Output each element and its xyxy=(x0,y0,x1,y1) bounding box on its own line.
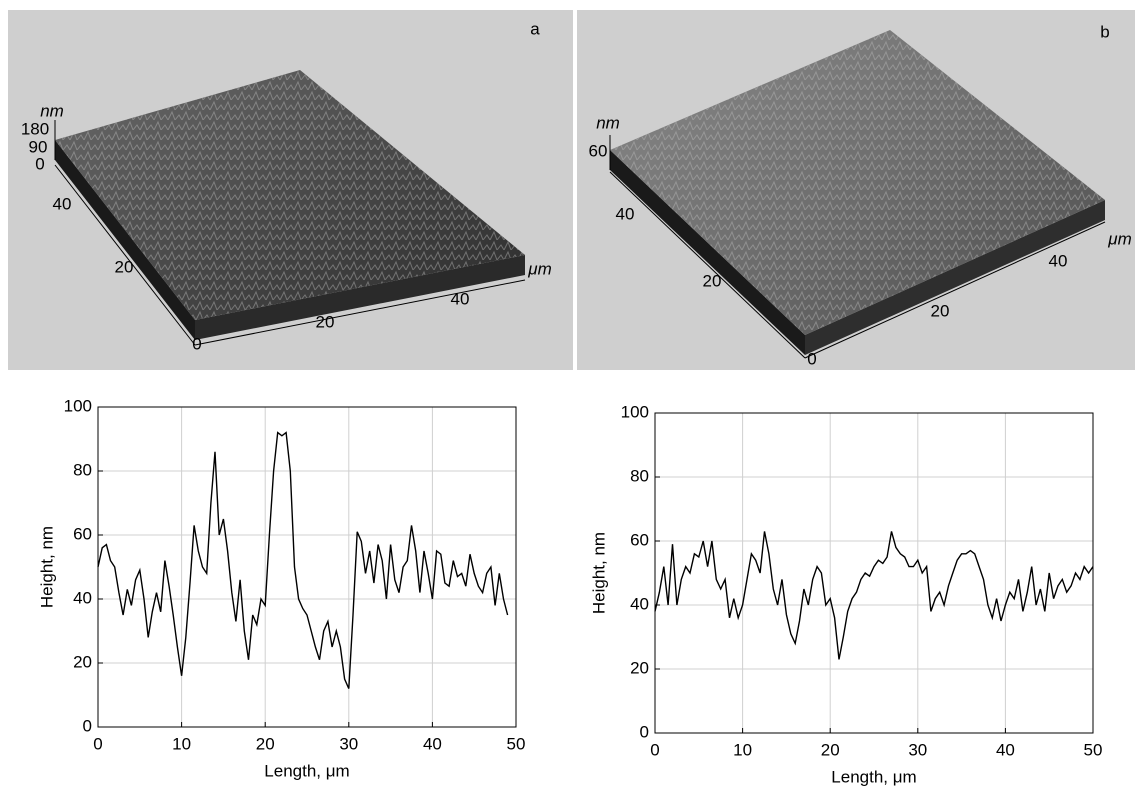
surface-side xyxy=(610,150,805,355)
axis xyxy=(194,279,526,346)
panel-label: a xyxy=(530,19,540,38)
axis-label: 20 xyxy=(115,257,134,276)
surface-texture xyxy=(610,30,1105,335)
y-tick-label: 100 xyxy=(64,396,92,415)
axis-label: 40 xyxy=(53,194,72,213)
axis-label: 20 xyxy=(316,312,335,331)
panel-label: b xyxy=(1100,22,1109,41)
y-tick-label: 80 xyxy=(73,460,92,479)
axis xyxy=(804,221,1106,359)
x-axis-title: Length, μm xyxy=(831,767,916,786)
x-tick-label: 0 xyxy=(93,734,102,753)
y-axis-title: Height, nm xyxy=(37,526,56,608)
axis xyxy=(609,171,806,359)
x-tick-label: 0 xyxy=(650,740,659,759)
axis-label: 60 xyxy=(589,141,608,160)
x-tick-label: 30 xyxy=(908,740,927,759)
y-tick-label: 100 xyxy=(621,402,649,421)
axis-label: nm xyxy=(40,101,64,120)
axis-label: 20 xyxy=(703,271,722,290)
surface-texture xyxy=(55,70,525,320)
axis-label: 20 xyxy=(931,301,950,320)
y-tick-label: 40 xyxy=(73,588,92,607)
y-tick-label: 40 xyxy=(630,594,649,613)
y-tick-label: 20 xyxy=(630,658,649,677)
axis-label: μm xyxy=(1107,229,1131,248)
y-axis-title: Height, nm xyxy=(589,532,608,614)
x-tick-label: 10 xyxy=(172,734,191,753)
x-tick-label: 30 xyxy=(339,734,358,753)
x-tick-label: 40 xyxy=(423,734,442,753)
axis-label: nm xyxy=(596,113,620,132)
plot-frame xyxy=(654,412,1094,734)
x-tick-label: 10 xyxy=(733,740,752,759)
axis-label: μm xyxy=(527,259,551,278)
axis xyxy=(54,164,196,346)
surface-side xyxy=(195,255,525,340)
axis-label: 40 xyxy=(616,204,635,223)
y-tick-label: 60 xyxy=(73,524,92,543)
plot-frame xyxy=(97,406,517,728)
surface-side xyxy=(805,200,1105,355)
y-tick-label: 0 xyxy=(640,722,649,741)
axis-label: 0 xyxy=(192,334,201,353)
y-tick-label: 0 xyxy=(83,716,92,735)
x-tick-label: 50 xyxy=(1084,740,1103,759)
x-tick-label: 20 xyxy=(821,740,840,759)
axis-label: 90 xyxy=(29,137,48,156)
axis-label: 0 xyxy=(35,154,44,173)
axis-label: 180 xyxy=(21,119,49,138)
x-tick-label: 40 xyxy=(996,740,1015,759)
axis-label: 40 xyxy=(1049,251,1068,270)
y-tick-label: 60 xyxy=(630,530,649,549)
profile-line xyxy=(654,531,1094,660)
x-tick-label: 20 xyxy=(256,734,275,753)
x-axis-title: Length, μm xyxy=(264,761,349,780)
axis-label: 40 xyxy=(451,289,470,308)
axis-label: 0 xyxy=(807,349,816,368)
surface-side xyxy=(55,140,195,340)
y-tick-label: 20 xyxy=(73,652,92,671)
profile-line xyxy=(97,431,509,689)
x-tick-label: 50 xyxy=(507,734,526,753)
y-tick-label: 80 xyxy=(630,466,649,485)
